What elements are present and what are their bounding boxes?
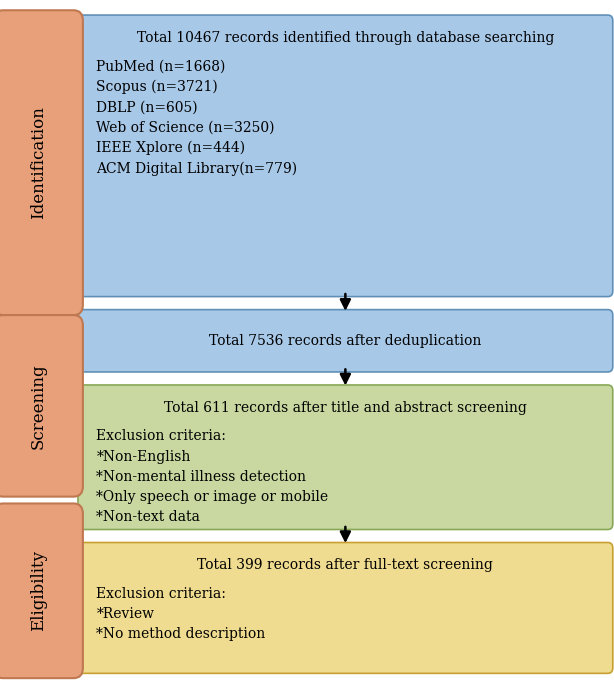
Text: Total 7536 records after deduplication: Total 7536 records after deduplication: [209, 334, 481, 348]
Text: Identification: Identification: [30, 106, 47, 219]
FancyBboxPatch shape: [78, 15, 613, 297]
FancyBboxPatch shape: [0, 10, 83, 315]
Text: Exclusion criteria:
*Review
*No method description: Exclusion criteria: *Review *No method d…: [96, 587, 266, 641]
Text: Eligibility: Eligibility: [30, 550, 47, 632]
FancyBboxPatch shape: [78, 385, 613, 530]
FancyBboxPatch shape: [0, 503, 83, 678]
Text: Total 611 records after title and abstract screening: Total 611 records after title and abstra…: [164, 401, 527, 414]
Text: Total 10467 records identified through database searching: Total 10467 records identified through d…: [137, 31, 554, 45]
Text: PubMed (n=1668)
Scopus (n=3721)
DBLP (n=605)
Web of Science (n=3250)
IEEE Xplore: PubMed (n=1668) Scopus (n=3721) DBLP (n=…: [96, 60, 298, 175]
FancyBboxPatch shape: [0, 315, 83, 497]
Text: Screening: Screening: [30, 363, 47, 449]
FancyBboxPatch shape: [78, 310, 613, 372]
Text: Total 399 records after full-text screening: Total 399 records after full-text screen…: [198, 558, 493, 572]
Text: Exclusion criteria:
*Non-English
*Non-mental illness detection
*Only speech or i: Exclusion criteria: *Non-English *Non-me…: [96, 429, 328, 524]
FancyBboxPatch shape: [78, 543, 613, 673]
